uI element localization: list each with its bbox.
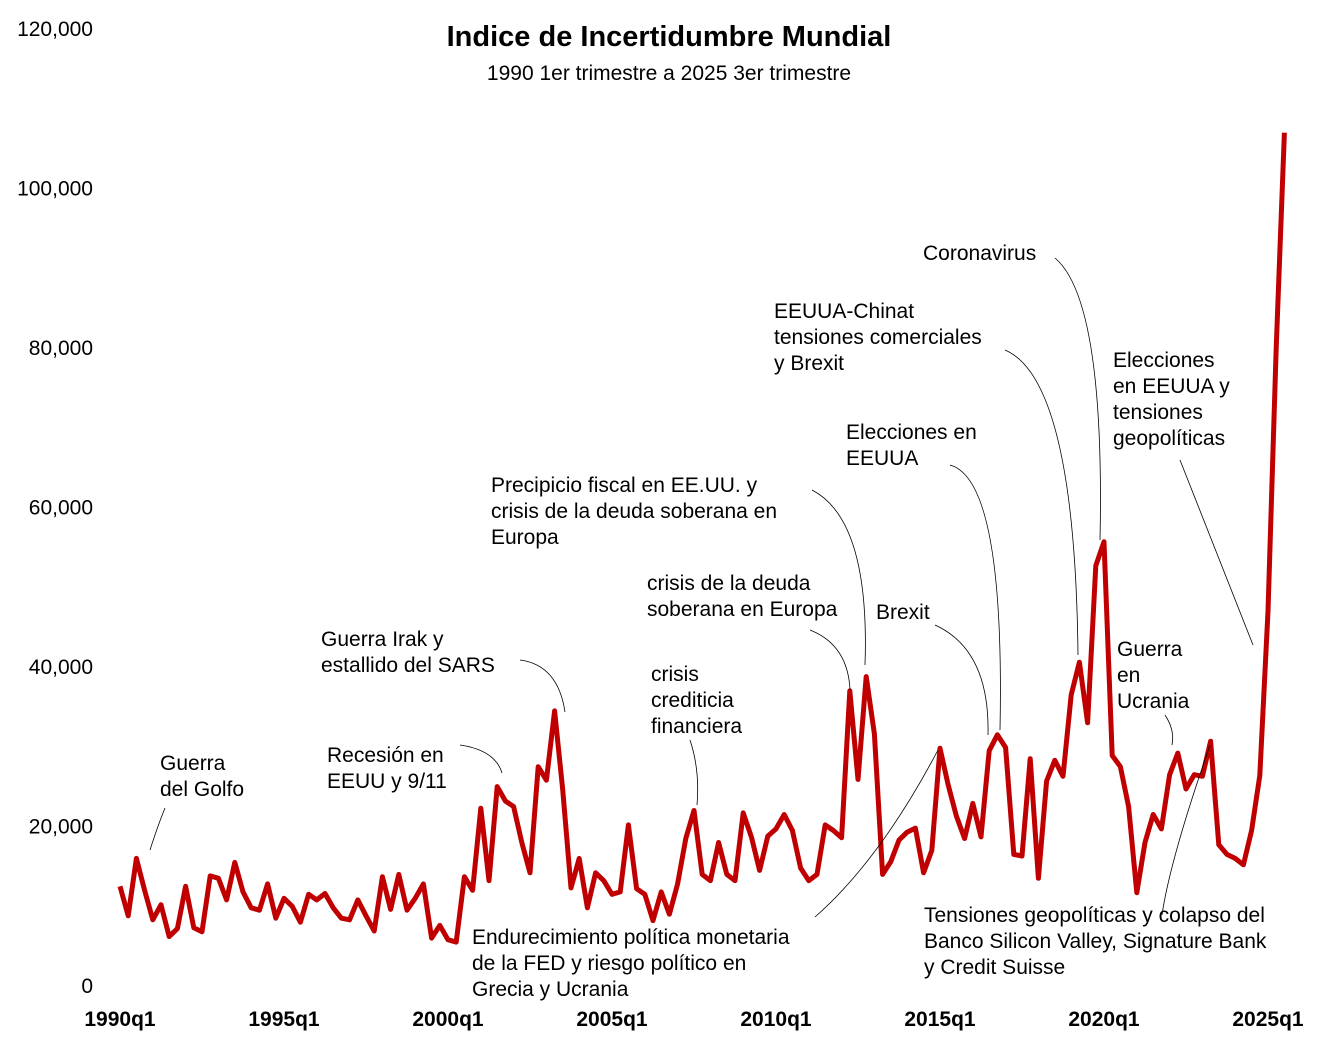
annotation-leader [934, 624, 989, 736]
annotation-leader [519, 659, 566, 713]
annotation-leader [809, 629, 851, 691]
annotation: EEUU y 9/11 [327, 770, 447, 793]
annotation-leader [811, 489, 866, 666]
x-tick-label: 2025q1 [1232, 1008, 1304, 1031]
annotation: Guerra [160, 752, 226, 775]
annotation: en [1117, 664, 1140, 687]
annotation: Grecia y Ucrania [472, 978, 629, 1001]
annotation-leader [814, 749, 939, 918]
y-tick-label: 40,000 [29, 656, 93, 679]
y-tick-label: 120,000 [17, 18, 93, 41]
y-tick-label: 80,000 [29, 337, 93, 360]
annotation: crisis de la deuda [647, 572, 811, 595]
annotation: de la FED y riesgo político en [472, 952, 746, 975]
annotation: Tensiones geopolíticas y colapso del [924, 904, 1265, 927]
annotation: crisis de la deuda soberana en [491, 500, 777, 523]
annotation-leader [149, 807, 166, 851]
y-tick-label: 0 [81, 975, 93, 998]
annotation-leader [949, 464, 1001, 731]
x-tick-label: 1990q1 [84, 1008, 156, 1031]
annotation: Elecciones en [846, 421, 977, 444]
annotation: Banco Silicon Valley, Signature Bank [924, 930, 1267, 953]
annotation: Brexit [876, 601, 930, 624]
x-tick-label: 2010q1 [740, 1008, 812, 1031]
annotation: estallido del SARS [321, 654, 495, 677]
annotation: Endurecimiento política monetaria [472, 926, 790, 949]
annotation: soberana en Europa [647, 598, 838, 621]
annotation: geopolíticas [1113, 427, 1225, 450]
x-tick-label: 2020q1 [1068, 1008, 1140, 1031]
annotation: tensiones [1113, 401, 1203, 424]
annotation-leader [1004, 349, 1079, 656]
x-tick-label: 1995q1 [248, 1008, 320, 1031]
chart-subtitle: 1990 1er trimestre a 2025 3er trimestre [487, 62, 851, 85]
annotation: financiera [651, 715, 742, 738]
x-tick-label: 2000q1 [412, 1008, 484, 1031]
annotation: Guerra Irak y [321, 628, 444, 651]
annotation: crediticia [651, 689, 734, 712]
y-tick-label: 60,000 [29, 497, 93, 520]
data-line [117, 132, 1287, 945]
annotation-leader [1054, 257, 1101, 541]
annotation: y Credit Suisse [924, 956, 1065, 979]
annotation: Ucrania [1117, 690, 1190, 713]
annotation: EEUUA [846, 447, 918, 470]
annotation-leader [689, 739, 699, 806]
annotation: Guerra [1117, 638, 1183, 661]
annotation: del Golfo [160, 778, 244, 801]
x-tick-label: 2005q1 [576, 1008, 648, 1031]
annotation: Coronavirus [923, 242, 1036, 265]
annotation: Elecciones [1113, 349, 1215, 372]
annotation: en EEUUA y [1113, 375, 1230, 398]
chart-title: Indice de Incertidumbre Mundial [447, 21, 892, 53]
annotation-leader [1164, 714, 1174, 746]
annotation-leader [1179, 459, 1254, 646]
y-tick-label: 100,000 [17, 178, 93, 201]
annotation: crisis [651, 663, 699, 686]
annotation-leader [1161, 744, 1211, 916]
x-tick-label: 2015q1 [904, 1008, 976, 1031]
y-tick-label: 20,000 [29, 816, 93, 839]
annotation: y Brexit [774, 352, 844, 375]
annotation: EEUUA-Chinat [774, 300, 914, 323]
annotation: Precipicio fiscal en EE.UU. y [491, 474, 758, 497]
annotation: Europa [491, 526, 559, 549]
annotation: Recesión en [327, 744, 444, 767]
annotation-leader [459, 744, 503, 774]
annotation: tensiones comerciales [774, 326, 982, 349]
